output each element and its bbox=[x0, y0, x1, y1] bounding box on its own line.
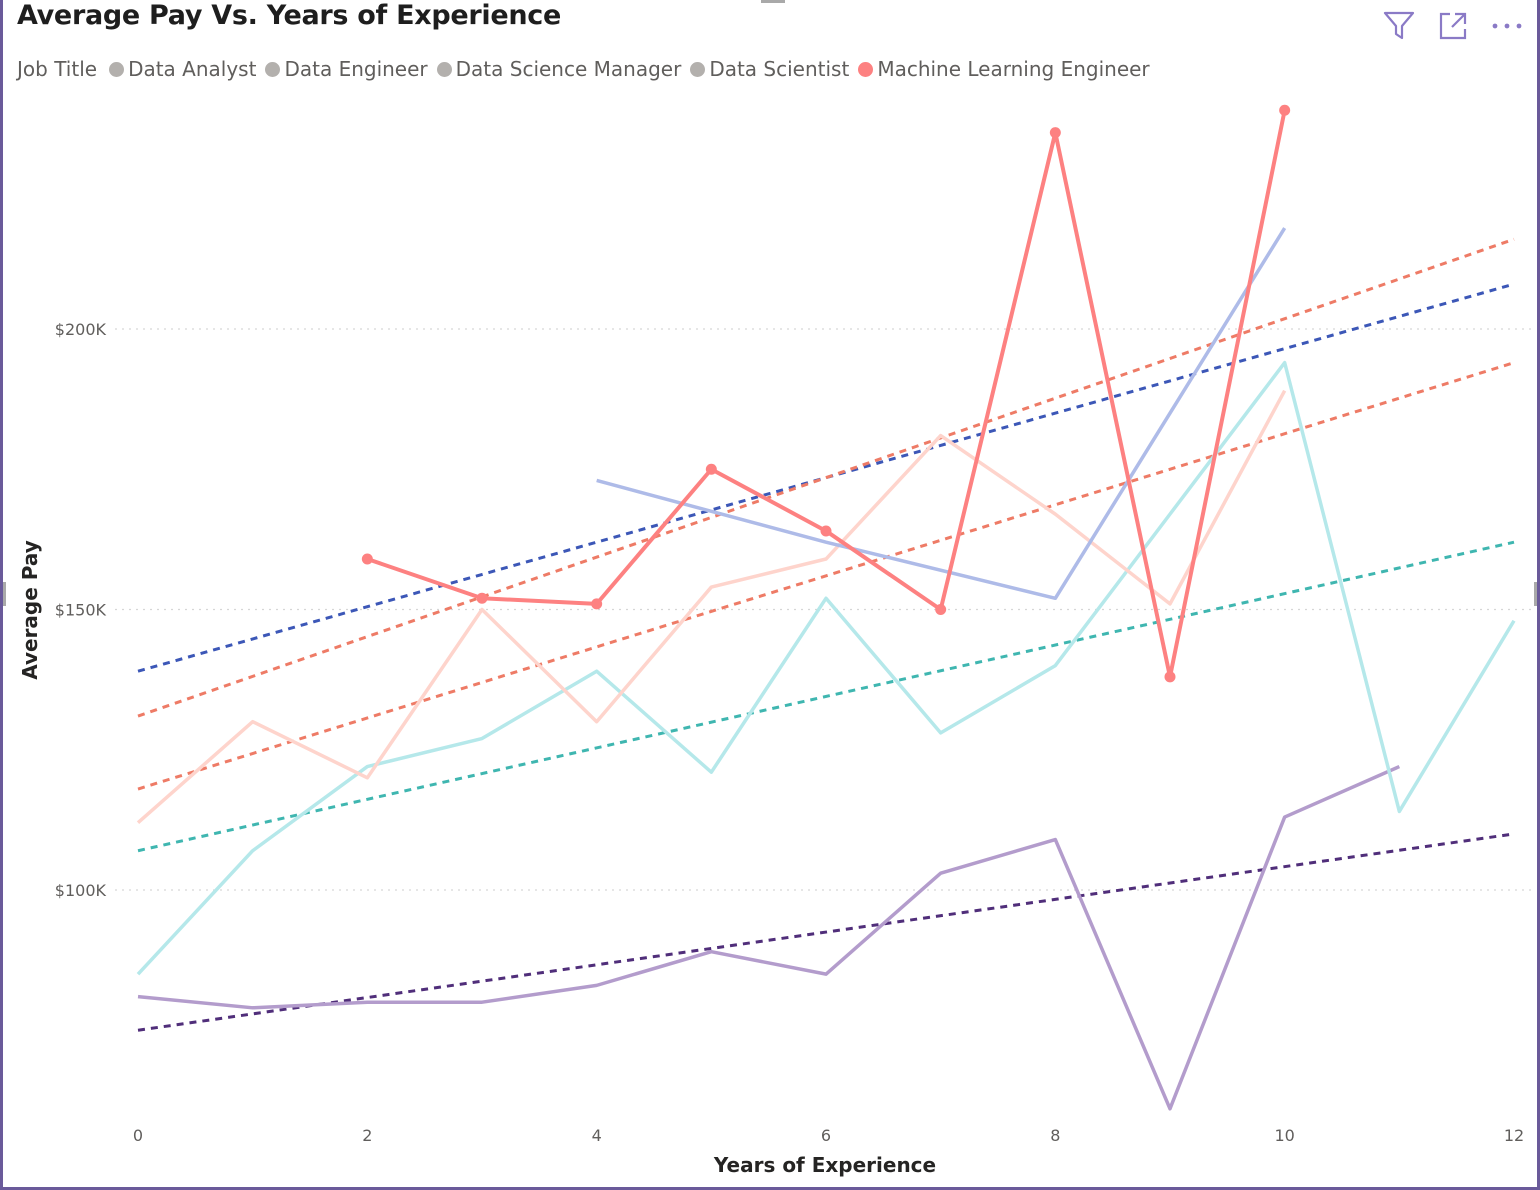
series-line[interactable] bbox=[136, 360, 1516, 976]
resize-handle-left[interactable] bbox=[3, 582, 6, 606]
resize-handle-top[interactable] bbox=[761, 0, 785, 3]
legend-dot-icon bbox=[436, 61, 452, 77]
legend-dot-icon bbox=[858, 61, 874, 77]
trend-line bbox=[137, 540, 1515, 853]
data-point[interactable] bbox=[476, 592, 488, 604]
x-tick-label: 0 bbox=[133, 1126, 143, 1145]
legend-dot-icon bbox=[265, 61, 281, 77]
line-chart-plot: $100K $150K $200K 0 2 4 6 8 10 12 Years of Experi… bbox=[18, 104, 1533, 1177]
trend-line bbox=[137, 282, 1515, 673]
data-point[interactable] bbox=[361, 553, 373, 565]
legend-label: Machine Learning Engineer bbox=[877, 57, 1150, 81]
chart-title: Average Pay Vs. Years of Experience bbox=[17, 0, 562, 31]
data-point[interactable] bbox=[935, 604, 947, 615]
legend-item-machine-learning-engineer[interactable]: Machine Learning Engineer bbox=[858, 57, 1150, 81]
legend-label: Data Analyst bbox=[128, 57, 257, 81]
series-line[interactable] bbox=[366, 109, 1287, 679]
resize-handle-right[interactable] bbox=[1534, 582, 1537, 606]
legend-item-data-science-manager[interactable]: Data Science Manager bbox=[436, 57, 682, 81]
data-point[interactable] bbox=[1164, 671, 1176, 683]
legend-label: Data Science Manager bbox=[455, 57, 682, 81]
legend-dot-icon bbox=[109, 61, 125, 77]
trend-line bbox=[137, 361, 1515, 791]
legend-item-data-scientist[interactable]: Data Scientist bbox=[690, 57, 849, 81]
trend-line bbox=[137, 832, 1515, 1032]
legend-dot-icon bbox=[690, 61, 706, 77]
data-point[interactable] bbox=[1279, 104, 1291, 116]
x-tick-label: 4 bbox=[592, 1126, 602, 1145]
legend: Job Title Data Analyst Data Engineer Dat… bbox=[17, 55, 1159, 83]
series-line[interactable] bbox=[136, 389, 1287, 824]
x-tick-label: 2 bbox=[362, 1126, 372, 1145]
data-point[interactable] bbox=[705, 463, 717, 475]
visual-header-icons bbox=[1363, 8, 1525, 44]
legend-label: Data Scientist bbox=[709, 57, 850, 81]
x-tick-label: 6 bbox=[821, 1126, 831, 1145]
filter-icon[interactable] bbox=[1381, 8, 1417, 44]
legend-item-data-analyst[interactable]: Data Analyst bbox=[109, 57, 256, 81]
y-tick-label: $150K bbox=[55, 601, 107, 620]
y-tick-label: $200K bbox=[55, 320, 107, 339]
data-point[interactable] bbox=[820, 525, 832, 537]
legend-item-data-engineer[interactable]: Data Engineer bbox=[265, 57, 428, 81]
trend-line bbox=[137, 237, 1515, 718]
series-line[interactable] bbox=[596, 227, 1287, 601]
x-tick-label: 12 bbox=[1504, 1126, 1524, 1145]
data-point[interactable] bbox=[1049, 127, 1061, 139]
y-tick-label: $100K bbox=[55, 881, 107, 900]
legend-label: Data Engineer bbox=[284, 57, 428, 81]
y-axis-title: Average Pay bbox=[18, 540, 42, 680]
data-point[interactable] bbox=[591, 598, 603, 610]
legend-title: Job Title bbox=[17, 57, 98, 81]
focus-mode-icon[interactable] bbox=[1435, 8, 1471, 44]
more-options-icon[interactable] bbox=[1489, 8, 1525, 44]
x-tick-label: 10 bbox=[1274, 1126, 1294, 1145]
series-line[interactable] bbox=[137, 764, 1401, 1111]
x-tick-label: 8 bbox=[1050, 1126, 1060, 1145]
x-axis-title: Years of Experience bbox=[713, 1153, 936, 1177]
